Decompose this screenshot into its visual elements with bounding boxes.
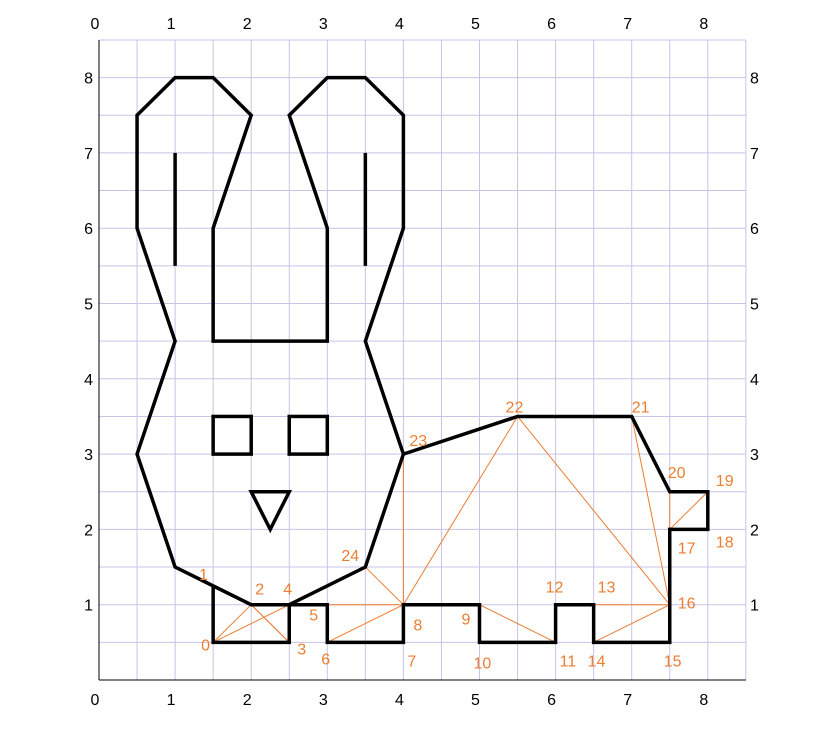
left-y-tick-label: 2: [84, 522, 93, 539]
eye: [213, 416, 251, 454]
bottom-x-tick-label: 4: [395, 692, 404, 709]
right-y-tick-label: 4: [750, 372, 759, 389]
triangulation-edge: [632, 416, 670, 604]
bottom-x-tick-label: 3: [319, 692, 328, 709]
top-x-tick-label: 7: [623, 16, 632, 33]
vertex-label: 24: [341, 548, 359, 565]
triangulation-edge: [365, 567, 403, 605]
vertex-label: 20: [668, 465, 686, 482]
vertex-label: 1: [199, 567, 208, 584]
vertex-label: 4: [283, 582, 292, 599]
right-y-tick-label: 3: [750, 447, 759, 464]
grid: [99, 40, 746, 680]
vertex-label: 11: [560, 653, 577, 670]
left-y-tick-label: 7: [84, 146, 93, 163]
bottom-x-tick-label: 0: [91, 692, 100, 709]
top-x-tick-label: 4: [395, 16, 404, 33]
left-y-tick-label: 6: [84, 221, 93, 238]
top-x-tick-label: 6: [547, 16, 556, 33]
top-x-tick-label: 2: [243, 16, 252, 33]
vertex-label: 17: [678, 540, 696, 557]
vertex-label: 21: [632, 399, 650, 416]
right-y-tick-label: 1: [750, 598, 759, 615]
vertex-label: 18: [716, 534, 734, 551]
vertex-label: 23: [409, 433, 427, 450]
vertex-label: 13: [598, 580, 616, 597]
left-y-tick-label: 4: [84, 372, 93, 389]
vertex-label: 6: [321, 651, 330, 668]
vertex-label: 14: [588, 653, 606, 670]
triangulation-edge: [213, 605, 251, 643]
right-y-tick-label: 5: [750, 297, 759, 314]
top-x-tick-label: 0: [91, 16, 100, 33]
top-x-tick-label: 8: [699, 16, 708, 33]
eye: [289, 416, 327, 454]
vertex-label: 0: [201, 637, 210, 654]
left-y-tick-label: 3: [84, 447, 93, 464]
rabbit-outline: [137, 78, 708, 643]
top-x-tick-label: 5: [471, 16, 480, 33]
bottom-x-tick-label: 6: [547, 692, 556, 709]
vertex-label: 9: [462, 612, 471, 629]
vertex-label: 15: [664, 653, 682, 670]
right-y-tick-label: 8: [750, 71, 759, 88]
vertex-label: 7: [407, 653, 416, 670]
bottom-x-tick-label: 1: [167, 692, 176, 709]
vertex-label: 12: [546, 580, 564, 597]
bottom-x-tick-label: 2: [243, 692, 252, 709]
vertex-label: 19: [716, 473, 734, 490]
vertex-label: 10: [474, 655, 492, 672]
vertex-label: 5: [309, 608, 318, 625]
vertex-label: 22: [506, 399, 524, 416]
vertex-label: 3: [297, 641, 306, 658]
left-y-tick-label: 5: [84, 297, 93, 314]
head-outline: [137, 78, 403, 586]
top-x-tick-label: 1: [167, 16, 176, 33]
right-y-tick-label: 7: [750, 146, 759, 163]
vertex-label: 16: [678, 596, 696, 613]
bottom-x-tick-label: 7: [623, 692, 632, 709]
left-y-tick-label: 8: [84, 71, 93, 88]
right-y-tick-label: 2: [750, 522, 759, 539]
right-y-tick-label: 6: [750, 221, 759, 238]
bottom-x-tick-label: 8: [699, 692, 708, 709]
bottom-x-tick-label: 5: [471, 692, 480, 709]
triangulation-edge: [670, 492, 708, 530]
top-x-tick-label: 3: [319, 16, 328, 33]
vertex-label: 2: [255, 582, 264, 599]
left-y-tick-label: 1: [84, 598, 93, 615]
nose: [251, 492, 289, 530]
vertex-label: 8: [413, 618, 422, 635]
